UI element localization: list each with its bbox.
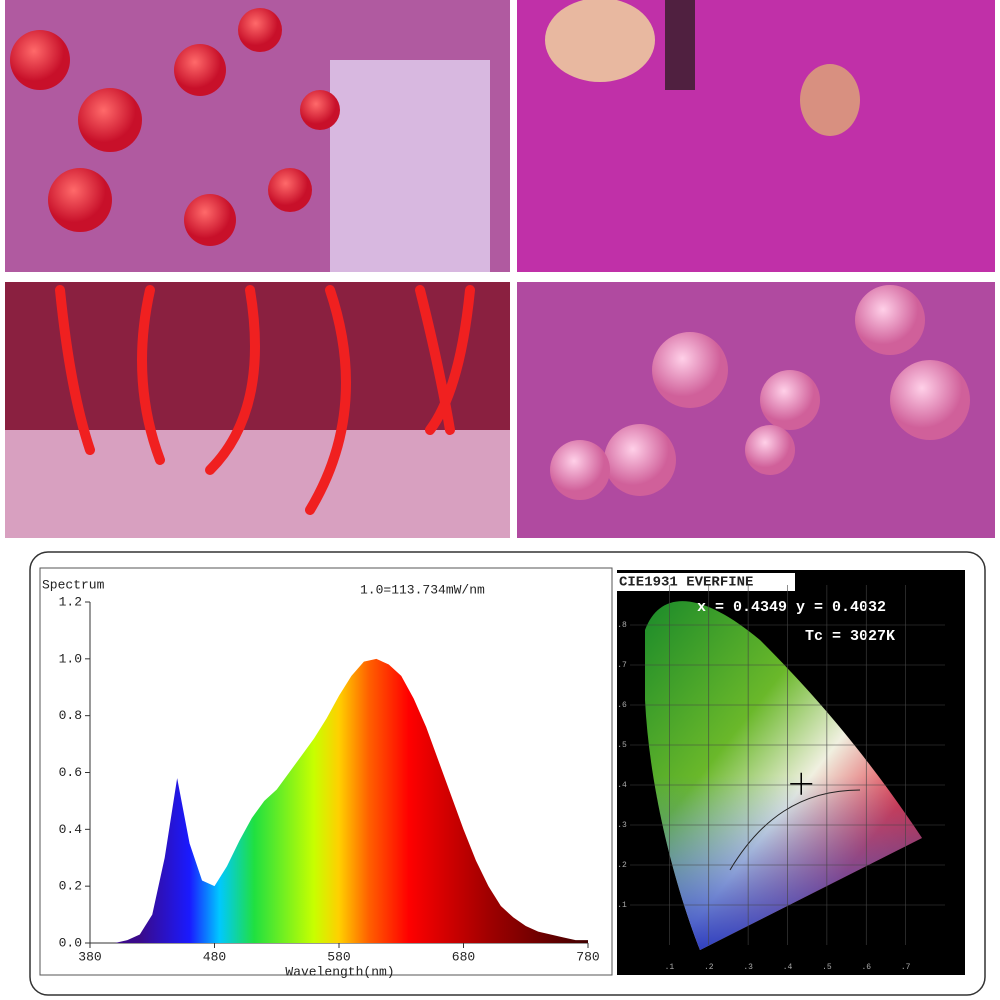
chart-title: Spectrum [42,577,105,592]
annotation: Tc = 3027K [805,628,895,645]
x-tick-label: .2 [704,963,714,972]
y-tick-label: .8 [617,621,627,630]
y-tick-label: .2 [617,861,627,870]
y-tick-label: .3 [617,821,627,830]
x-axis-label: Wavelength(nm) [285,964,394,979]
x-tick-label: 480 [203,949,226,964]
y-tick-label: 0.6 [59,765,82,780]
y-tick-label: .4 [617,781,627,790]
cie-title-bg [617,573,795,591]
x-tick-label: .3 [743,963,753,972]
y-tick-label: 0.0 [59,935,82,950]
planckian-locus [729,789,861,871]
x-tick-label: 380 [78,949,101,964]
y-tick-label: 0.4 [59,822,83,837]
y-tick-label: 0.2 [59,879,82,894]
y-tick-label: .6 [617,701,627,710]
y-tick-label: 1.2 [59,594,82,609]
x-tick-label: 780 [576,949,599,964]
x-tick-label: 680 [452,949,475,964]
spectrum-area [90,658,588,943]
x-tick-label: .6 [861,963,871,972]
chart-title: CIE1931 EVERFINE [619,575,753,591]
y-tick-label: .7 [617,661,627,670]
y-tick-label: 0.8 [59,708,82,723]
chart-subtitle: 1.0=113.734mW/nm [360,582,485,597]
photo-peppers [5,282,510,538]
y-tick-label: 1.0 [59,651,82,666]
cie-horseshoe-blue [645,601,922,950]
photo-tomatoes [5,0,510,272]
y-tick-label: .5 [617,741,627,750]
y-tick-label: .1 [617,901,627,910]
x-tick-label: .1 [665,963,675,972]
photo-melons [517,0,995,272]
chromaticity-point [790,772,813,795]
photo-pink-tomatoes [517,282,995,538]
x-tick-label: .5 [822,963,832,972]
x-tick-label: 580 [327,949,350,964]
annotation: x = 0.4349 y = 0.4032 [697,599,886,616]
x-tick-label: .4 [783,963,793,972]
x-tick-label: .7 [901,963,911,972]
